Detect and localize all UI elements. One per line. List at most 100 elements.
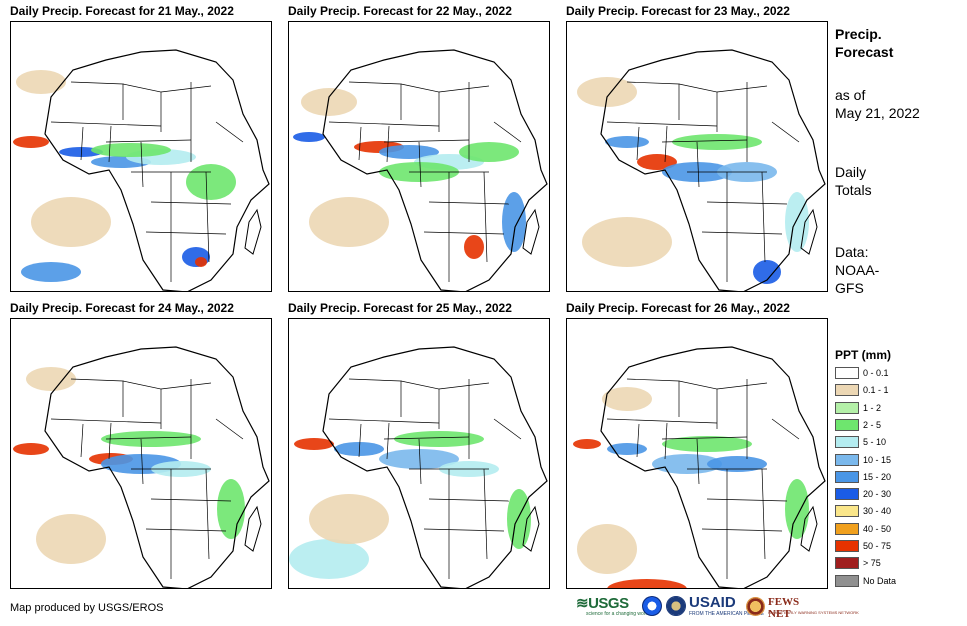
data-source-text: Data: NOAA- GFS — [835, 243, 879, 297]
precip-area — [707, 456, 767, 472]
country-border — [418, 438, 422, 485]
precip-area — [464, 235, 484, 259]
africa-map-svg — [13, 346, 270, 588]
precip-area — [573, 439, 601, 449]
legend-label: > 75 — [863, 558, 881, 569]
country-border — [215, 418, 244, 440]
country-border — [606, 121, 718, 127]
country-border — [664, 125, 668, 163]
legend-swatch — [835, 470, 859, 483]
side-title: Precip. Forecast — [835, 25, 893, 61]
coastline — [600, 346, 826, 588]
precip-area — [91, 143, 171, 157]
madagascar-outline — [244, 208, 262, 255]
precip-area — [21, 262, 81, 282]
fews-tagline: FAMINE EARLY WARNING SYSTEMS NETWORK — [768, 610, 859, 615]
legend-label: No Data — [863, 575, 897, 586]
legend-label: 2 - 5 — [863, 419, 882, 430]
precip-area — [26, 367, 76, 391]
country-border — [105, 436, 192, 440]
country-border — [150, 201, 232, 205]
country-border — [636, 423, 640, 458]
precip-area — [605, 136, 649, 148]
madagascar-outline — [522, 505, 540, 552]
country-border — [108, 422, 112, 460]
legend-swatch — [835, 436, 859, 449]
africa-map-svg — [289, 346, 548, 588]
fews-net-logo-text: FEWS NET — [768, 596, 800, 620]
country-border — [150, 498, 232, 502]
side-title-line2: Forecast — [835, 44, 894, 60]
precip-area — [217, 479, 245, 539]
totals-line2: Totals — [835, 182, 872, 198]
data-line1: Data: — [835, 244, 869, 260]
country-border — [145, 231, 227, 235]
country-border — [483, 171, 488, 263]
legend-swatch — [835, 505, 859, 518]
country-border — [160, 382, 212, 390]
country-border — [716, 85, 768, 93]
precip-area — [294, 438, 334, 450]
data-line2: NOAA- — [835, 262, 880, 278]
madagascar-outline — [800, 505, 818, 552]
country-border — [493, 121, 522, 143]
coastline — [44, 49, 270, 291]
country-border — [140, 438, 144, 485]
legend-swatch — [835, 522, 859, 535]
country-border — [661, 436, 748, 440]
precip-area — [502, 192, 526, 252]
country-border — [386, 422, 390, 460]
precip-area — [785, 479, 809, 539]
precip-area — [662, 436, 752, 452]
coastline — [322, 346, 548, 588]
country-border — [70, 378, 124, 417]
country-border — [423, 528, 505, 532]
legend-swatch — [835, 384, 859, 397]
coastline — [600, 49, 826, 291]
country-border — [428, 201, 510, 205]
precip-area — [577, 77, 637, 107]
precip-map — [10, 21, 272, 292]
usaid-logo-text: USAID — [689, 594, 736, 611]
totals-text: Daily Totals — [835, 163, 872, 199]
legend-swatch — [835, 418, 859, 431]
country-border — [160, 85, 212, 93]
as-of-text: as of May 21, 2022 — [835, 86, 920, 122]
legend-swatch — [835, 401, 859, 414]
precip-area — [101, 431, 201, 447]
country-border — [215, 121, 244, 143]
coastline — [44, 346, 270, 588]
country-border — [105, 139, 192, 143]
country-border — [205, 468, 210, 560]
country-border — [358, 423, 362, 458]
usgs-tagline: science for a changing world — [586, 611, 650, 617]
legend-label: 50 - 75 — [863, 541, 892, 551]
precip-area — [301, 88, 357, 116]
legend-label: 1 - 2 — [863, 402, 882, 413]
precip-map — [566, 318, 828, 589]
precip-area — [582, 217, 672, 267]
precip-map — [288, 318, 550, 589]
country-border — [418, 141, 422, 188]
precip-area — [13, 136, 49, 148]
as-of-line1: as of — [835, 87, 866, 103]
precip-map — [288, 21, 550, 292]
usgs-logo: ≋USGS — [576, 594, 629, 612]
country-border — [423, 231, 505, 235]
legend-label: 0.1 - 1 — [863, 385, 889, 396]
noaa-seal-icon — [642, 596, 662, 616]
country-border — [438, 382, 490, 390]
usgs-logo-text: USGS — [588, 595, 629, 612]
legend-swatch — [835, 453, 859, 466]
africa-map-svg — [293, 49, 548, 291]
country-border — [70, 81, 124, 120]
country-border — [771, 418, 800, 440]
legend-label: 10 - 15 — [863, 454, 892, 465]
country-border — [706, 498, 788, 502]
country-border — [706, 201, 788, 205]
country-border — [80, 423, 84, 458]
precip-area — [16, 70, 66, 94]
legend-label: 40 - 50 — [863, 523, 892, 534]
legend-swatch — [835, 540, 859, 552]
panel-title: Daily Precip. Forecast for 22 May., 2022 — [288, 4, 512, 18]
